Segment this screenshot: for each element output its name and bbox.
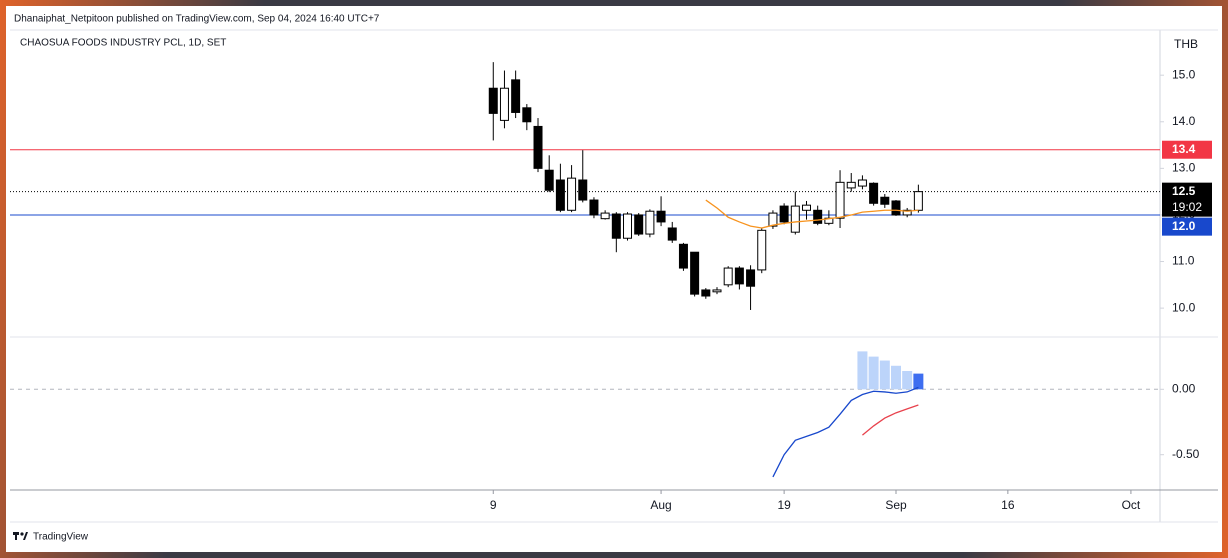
- candle-body: [678, 243, 688, 269]
- candle-body: [623, 213, 633, 239]
- histogram-bar: [879, 360, 890, 390]
- candle-body: [835, 181, 845, 219]
- price-tag: [1162, 217, 1212, 236]
- y-tick-label: 15.0: [1172, 67, 1196, 81]
- candle-body: [701, 289, 711, 297]
- candle-body: [645, 210, 655, 235]
- candle-body: [578, 179, 588, 201]
- candle-body: [813, 209, 823, 224]
- candle-body: [611, 213, 621, 239]
- price-tag-label: 12.5: [1172, 184, 1196, 198]
- candle-body: [555, 179, 565, 211]
- candle-body: [522, 107, 532, 123]
- x-tick-label: Oct: [1122, 498, 1141, 512]
- logo: [13, 532, 28, 540]
- candle-body: [779, 205, 789, 223]
- y-tick-label: -0.50: [1172, 447, 1200, 461]
- candle-body: [634, 214, 644, 235]
- candle-body: [656, 210, 666, 223]
- y-tick-label: 10.0: [1172, 300, 1196, 314]
- candle-body: [913, 191, 923, 211]
- candle-body: [499, 87, 509, 121]
- candle-body: [567, 177, 577, 211]
- footer-brand: TradingView: [33, 532, 89, 543]
- price-tag-label: 13.4: [1172, 142, 1196, 156]
- candle-body: [734, 267, 744, 285]
- chart-title: CHAOSUA FOODS INDUSTRY PCL, 1D, SET: [20, 38, 226, 49]
- y-tick-label: 11.0: [1172, 254, 1195, 268]
- candle-body: [488, 87, 498, 114]
- candle-body: [768, 212, 778, 227]
- price-tag-label: 12.0: [1172, 219, 1196, 233]
- moving-average: [705, 199, 919, 229]
- candle-body: [790, 205, 800, 233]
- histogram-bar: [868, 356, 879, 390]
- candle-body: [600, 212, 610, 220]
- x-tick-label: 16: [1001, 498, 1015, 512]
- candle-body: [667, 227, 677, 241]
- candle-body: [511, 79, 521, 113]
- candle-body: [846, 181, 856, 189]
- x-tick-label: Sep: [885, 498, 907, 512]
- candle-body: [589, 199, 599, 216]
- candle-body: [757, 229, 767, 271]
- candle-body: [891, 200, 901, 216]
- x-tick-label: Aug: [650, 498, 671, 512]
- macd-line: [772, 386, 919, 478]
- candle-body: [880, 196, 890, 205]
- candle-body: [533, 125, 543, 169]
- candle-body: [801, 204, 811, 211]
- candle-body: [544, 169, 554, 191]
- histogram-bar: [890, 365, 901, 390]
- candle-body: [690, 251, 700, 295]
- histogram-bar: [857, 351, 868, 390]
- countdown: 19:02: [1172, 200, 1202, 214]
- candle-body: [723, 267, 733, 286]
- currency: THB: [1174, 37, 1198, 51]
- candle-body: [746, 269, 756, 287]
- candle-body: [902, 209, 912, 216]
- y-tick-label: 14.0: [1172, 114, 1196, 128]
- price-tag: [1162, 182, 1212, 217]
- candle-body: [869, 182, 879, 204]
- histogram-bar: [902, 371, 913, 390]
- y-tick-label: 0.00: [1172, 381, 1196, 395]
- candle-body: [857, 179, 867, 187]
- histogram-bar: [913, 373, 924, 390]
- price-tag: [1162, 140, 1212, 159]
- candle-body: [712, 289, 722, 293]
- header: Dhanaiphat_Netpitoon published on Tradin…: [14, 14, 380, 25]
- y-tick-label: 13.0: [1172, 161, 1196, 175]
- x-tick-label: 19: [777, 498, 791, 512]
- x-tick-label: 9: [490, 498, 497, 512]
- signal-line: [862, 404, 919, 436]
- panel: [6, 6, 1222, 552]
